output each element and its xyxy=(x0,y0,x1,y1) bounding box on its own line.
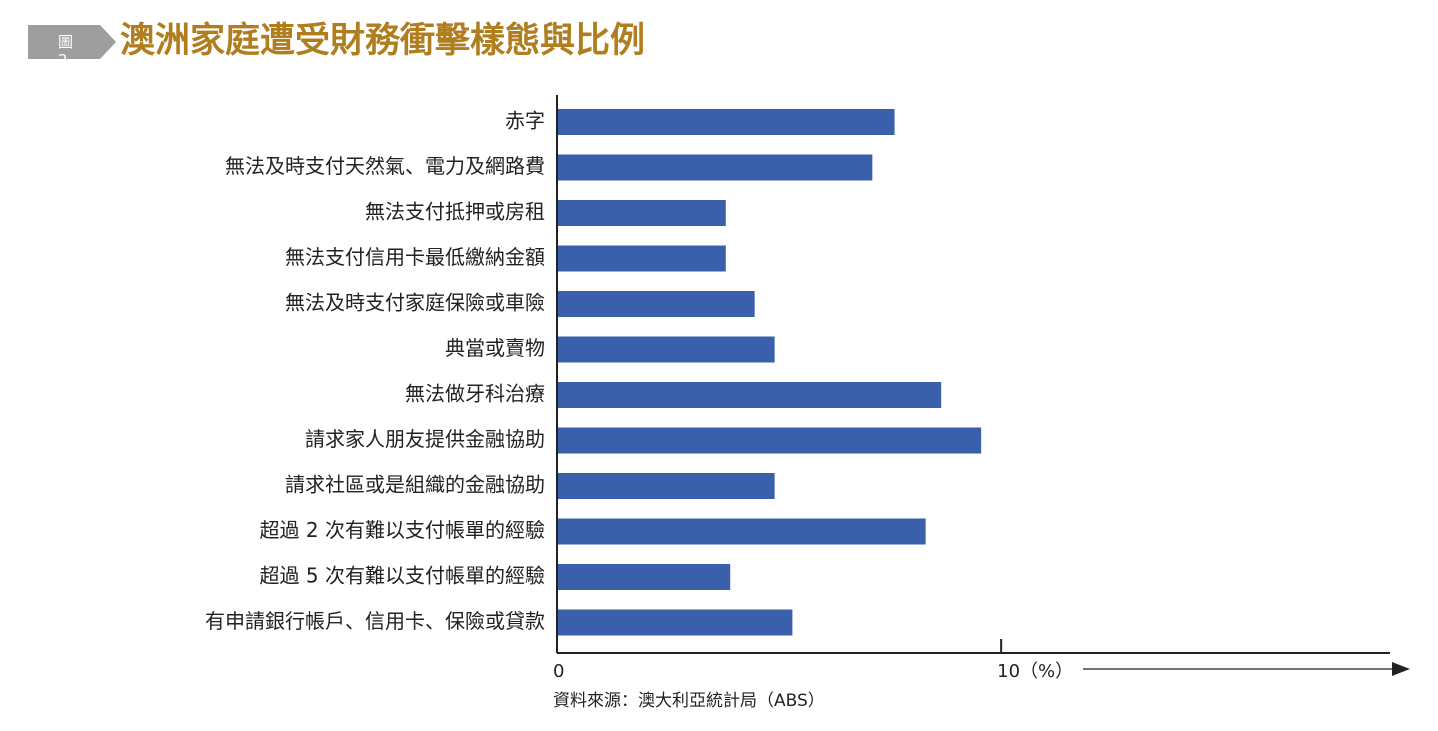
axes-group: 0 10（%） xyxy=(553,95,1410,682)
bar-group xyxy=(558,109,982,636)
category-label-5: 典當或賣物 xyxy=(445,336,545,360)
bar-11 xyxy=(558,609,793,636)
bar-4 xyxy=(558,291,755,317)
bar-10 xyxy=(558,564,731,590)
chart-title: 澳洲家庭遭受財務衝擊樣態與比例 xyxy=(120,20,646,61)
category-label-10: 超過 5 次有難以支付帳單的經驗 xyxy=(260,564,545,588)
category-label-11: 有申請銀行帳戶、信用卡、保險或貸款 xyxy=(205,609,545,633)
category-label-1: 無法及時支付天然氣、電力及網路費 xyxy=(225,154,545,178)
category-label-7: 請求家人朋友提供金融協助 xyxy=(305,427,545,451)
category-label-6: 無法做牙科治療 xyxy=(405,382,545,406)
bar-2 xyxy=(558,200,726,226)
category-label-2: 無法支付抵押或房租 xyxy=(365,200,545,224)
category-label-3: 無法支付信用卡最低繳納金額 xyxy=(285,245,545,269)
category-label-group: 赤字無法及時支付天然氣、電力及網路費無法支付抵押或房租無法支付信用卡最低繳納金額… xyxy=(205,109,545,634)
figure-tag-arrow xyxy=(28,25,116,59)
x-tick-label-0: 0 xyxy=(553,661,564,682)
category-label-9: 超過 2 次有難以支付帳單的經驗 xyxy=(260,518,545,542)
bar-8 xyxy=(558,473,775,499)
x-tick-label-1: 10（%） xyxy=(997,661,1073,682)
category-label-0: 赤字 xyxy=(505,109,545,133)
bar-5 xyxy=(558,336,775,363)
bar-1 xyxy=(558,154,873,181)
bar-7 xyxy=(558,427,982,454)
category-label-4: 無法及時支付家庭保險或車險 xyxy=(285,291,545,315)
bar-3 xyxy=(558,245,726,272)
bar-0 xyxy=(558,109,895,135)
source-note: 資料來源：澳大利亞統計局（ABS） xyxy=(553,691,825,711)
bar-9 xyxy=(558,518,926,545)
figure-tag-shape xyxy=(28,25,116,59)
bar-6 xyxy=(558,382,942,408)
figure-tag-label: 圖2 xyxy=(58,33,74,69)
category-label-8: 請求社區或是組織的金融協助 xyxy=(285,473,545,497)
x-axis-arrow-head xyxy=(1392,662,1410,676)
